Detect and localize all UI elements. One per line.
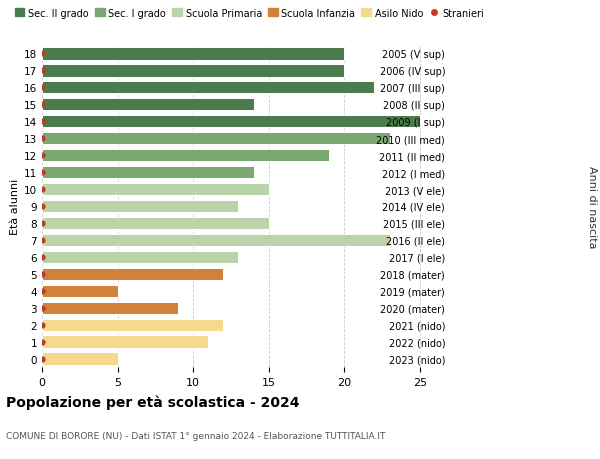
Bar [42, 150, 329, 162]
Bar [42, 302, 178, 314]
Legend: Sec. II grado, Sec. I grado, Scuola Primaria, Scuola Infanzia, Asilo Nido, Stran: Sec. II grado, Sec. I grado, Scuola Prim… [11, 5, 488, 22]
Bar [42, 116, 420, 128]
Bar [42, 336, 208, 348]
Bar [42, 268, 223, 280]
Bar [42, 167, 254, 179]
Bar [42, 285, 118, 297]
Bar [42, 48, 344, 61]
Text: COMUNE DI BORORE (NU) - Dati ISTAT 1° gennaio 2024 - Elaborazione TUTTITALIA.IT: COMUNE DI BORORE (NU) - Dati ISTAT 1° ge… [6, 431, 385, 441]
Bar [42, 133, 389, 145]
Bar [42, 82, 374, 94]
Text: Anni di nascita: Anni di nascita [587, 165, 597, 248]
Bar [42, 319, 223, 331]
Bar [42, 65, 344, 78]
Text: Popolazione per età scolastica - 2024: Popolazione per età scolastica - 2024 [6, 395, 299, 409]
Bar [42, 218, 269, 230]
Bar [42, 251, 238, 263]
Y-axis label: Età alunni: Età alunni [10, 179, 20, 235]
Bar [42, 184, 269, 196]
Bar [42, 234, 389, 246]
Bar [42, 99, 254, 111]
Bar [42, 353, 118, 365]
Bar [42, 201, 238, 213]
